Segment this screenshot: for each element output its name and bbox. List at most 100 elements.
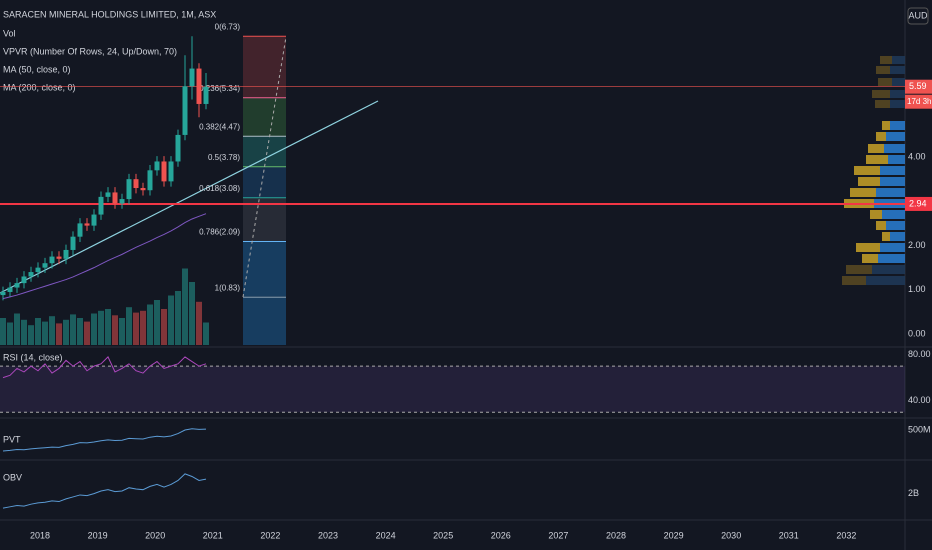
rsi-line xyxy=(2,356,207,379)
pvt-line xyxy=(2,428,207,452)
volume-bar xyxy=(7,322,13,345)
fib-band xyxy=(243,97,286,137)
volume-bar xyxy=(175,291,181,345)
candle-body xyxy=(21,276,27,284)
last-price-label: 5.59 xyxy=(909,81,927,91)
rsi-label: RSI (14, close) xyxy=(3,352,63,362)
obv-label: OBV xyxy=(3,472,22,482)
candle-body xyxy=(35,267,41,273)
volume-bar xyxy=(0,318,6,345)
candle-body xyxy=(203,86,209,104)
fib-label: 0.236(5.34) xyxy=(199,84,240,93)
candle-body xyxy=(91,214,97,226)
x-tick-label: 2027 xyxy=(548,530,568,540)
fib-trend xyxy=(242,36,287,298)
indicator-label: MA (50, close, 0) xyxy=(3,64,71,74)
x-tick-label: 2021 xyxy=(203,530,223,540)
candle-body xyxy=(98,196,104,215)
candle-body xyxy=(168,161,174,182)
volume-bar xyxy=(161,309,167,345)
obv-line xyxy=(2,473,207,509)
fib-label: 0.618(3.08) xyxy=(199,184,240,193)
currency-label: AUD xyxy=(908,10,928,20)
x-tick-label: 2025 xyxy=(433,530,453,540)
candle-body xyxy=(42,263,48,268)
candle-body xyxy=(112,192,118,204)
candle-body xyxy=(140,188,146,191)
candle-body xyxy=(154,161,160,171)
rsi-band xyxy=(0,366,905,413)
line-price-badge xyxy=(905,196,932,211)
candle-body xyxy=(189,68,195,87)
y-tick-label: 2.00 xyxy=(908,240,926,250)
x-tick-label: 2032 xyxy=(836,530,856,540)
volume-bar xyxy=(98,310,104,345)
y-tick-label: 0.00 xyxy=(908,328,926,338)
volume-bar xyxy=(49,316,55,345)
fib-band xyxy=(243,197,286,242)
volume-bar xyxy=(35,318,41,345)
volume-bar xyxy=(28,325,34,345)
candle-body xyxy=(14,283,20,288)
rsi-tick-label: 40.00 xyxy=(908,395,931,405)
fib-label: 0.5(3.78) xyxy=(208,153,240,162)
candle-body xyxy=(77,223,83,237)
volume-bar xyxy=(14,313,20,345)
candle-body xyxy=(84,223,90,226)
x-tick-label: 2018 xyxy=(30,530,50,540)
candle-body xyxy=(105,192,111,197)
candle-body xyxy=(63,249,69,259)
pvt-label: PVT xyxy=(3,434,21,444)
x-tick-label: 2030 xyxy=(721,530,741,540)
x-tick-label: 2028 xyxy=(606,530,626,540)
candle-body xyxy=(147,170,153,191)
candle-body xyxy=(49,256,55,264)
candle-body xyxy=(161,161,167,182)
fib-band xyxy=(243,36,286,98)
x-tick-label: 2029 xyxy=(664,530,684,540)
candle-body xyxy=(7,287,13,292)
x-tick-label: 2026 xyxy=(491,530,511,540)
obv-tick-label: 2B xyxy=(908,488,919,498)
volume-bar xyxy=(42,321,48,345)
volume-bar xyxy=(126,307,132,345)
countdown-label: 17d 3h xyxy=(907,97,931,106)
y-tick-label: 1.00 xyxy=(908,284,926,294)
x-tick-label: 2019 xyxy=(88,530,108,540)
volume-bar xyxy=(56,323,62,345)
fib-band xyxy=(243,241,286,298)
candle-body xyxy=(196,68,202,104)
x-tick-label: 2031 xyxy=(779,530,799,540)
volume-bar xyxy=(140,310,146,345)
volume-bar xyxy=(63,319,69,345)
x-tick-label: 2022 xyxy=(260,530,280,540)
last-price-badge xyxy=(905,79,932,94)
volume-bar xyxy=(196,301,202,345)
chart-title: SARACEN MINERAL HOLDINGS LIMITED, 1M, AS… xyxy=(3,9,216,19)
rsi-tick-label: 80.00 xyxy=(908,349,931,359)
x-tick-label: 2024 xyxy=(376,530,396,540)
indicator-label: VPVR (Number Of Rows, 24, Up/Down, 70) xyxy=(3,46,177,56)
volume-bar xyxy=(77,318,83,345)
volume-bar xyxy=(154,300,160,345)
volume-bar xyxy=(147,304,153,345)
y-tick-label: 4.00 xyxy=(908,151,926,161)
x-tick-label: 2020 xyxy=(145,530,165,540)
line-price-label: 2.94 xyxy=(909,198,927,208)
fib-label: 1(0.83) xyxy=(215,283,241,292)
volume-bar xyxy=(84,321,90,345)
indicator-label: Vol xyxy=(3,28,16,38)
volume-bar xyxy=(119,318,125,345)
volume-bar xyxy=(70,314,76,345)
ma-line xyxy=(2,213,207,300)
fib-tail xyxy=(243,297,286,345)
candle-body xyxy=(28,272,34,277)
candle-body xyxy=(182,86,188,135)
candle-body xyxy=(56,256,62,259)
fib-band xyxy=(243,166,286,198)
volume-bar xyxy=(189,282,195,345)
trend-line xyxy=(0,100,379,294)
currency-badge xyxy=(907,7,929,25)
